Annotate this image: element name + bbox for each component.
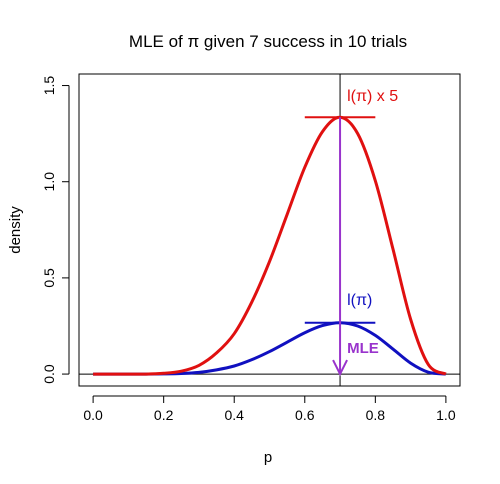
scaled-curve-label: l(π) x 5 [347, 88, 398, 105]
x-axis: 0.0 0.2 0.4 0.6 0.8 1.0 [83, 395, 456, 423]
x-tick-label: 0.4 [224, 407, 244, 423]
x-tick-label: 1.0 [436, 407, 456, 423]
plot-frame [78, 73, 461, 387]
mle-arrowhead [332, 359, 348, 377]
x-tick-label: 0.6 [295, 407, 315, 423]
mle-label: MLE [347, 340, 379, 357]
likelihood-curve [93, 321, 447, 376]
curve-label: l(π) [347, 292, 372, 309]
y-tick-label: 0.5 [41, 268, 57, 288]
chart-title: MLE of π given 7 success in 10 trials [129, 32, 407, 51]
y-tick-label: 1.0 [41, 172, 57, 192]
y-tick-label: 1.5 [41, 76, 57, 96]
x-axis-label: p [264, 449, 272, 466]
scaled-likelihood-curve [93, 115, 447, 376]
x-tick-label: 0.8 [366, 407, 386, 423]
x-tick-label: 0.2 [154, 407, 174, 423]
y-axis: 0.0 0.5 1.0 1.5 [41, 76, 70, 384]
y-tick-label: 0.0 [41, 364, 57, 384]
plot-area: l(π) x 5 l(π) MLE [79, 74, 460, 386]
x-tick-label: 0.0 [83, 407, 103, 423]
y-axis-label: density [7, 206, 24, 254]
